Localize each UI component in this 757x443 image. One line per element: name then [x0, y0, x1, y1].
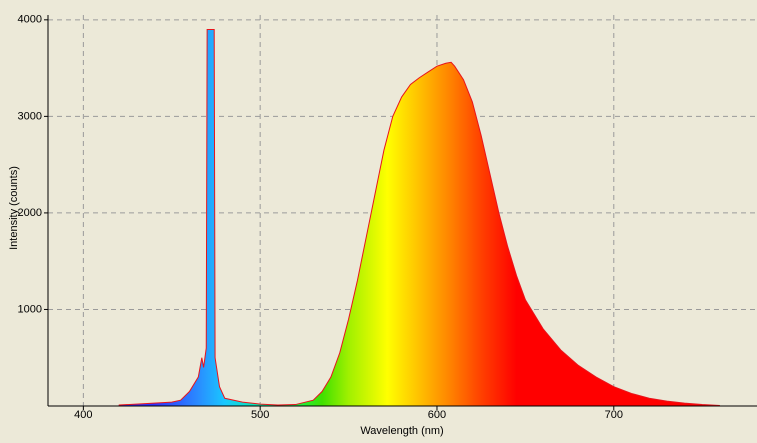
- y-tick-label: 3000: [18, 110, 42, 122]
- y-tick-label: 1000: [18, 303, 42, 315]
- y-tick-label: 2000: [18, 207, 42, 219]
- x-axis-label: Wavelength (nm): [360, 425, 443, 437]
- x-tick-label: 700: [605, 409, 623, 421]
- x-tick-label: 500: [251, 409, 269, 421]
- x-tick-label: 400: [74, 409, 92, 421]
- spectrum-line: [118, 28, 720, 407]
- y-axis-label: Intensity (counts): [8, 166, 20, 250]
- y-tick-label: 4000: [18, 14, 42, 26]
- x-tick-label: 600: [428, 409, 446, 421]
- spectrum-area: [118, 29, 720, 407]
